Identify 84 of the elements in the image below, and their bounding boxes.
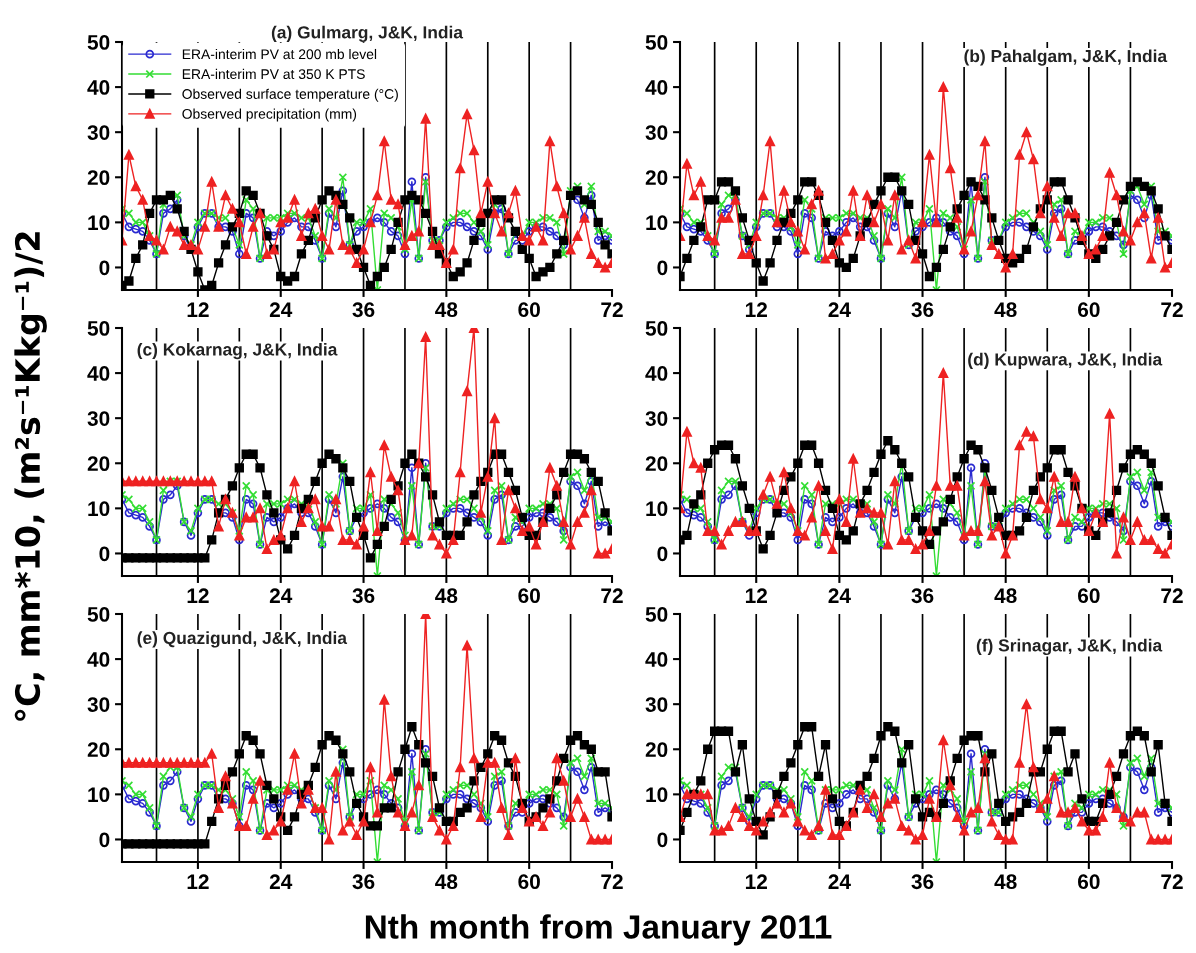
x-tick-label: 24 xyxy=(269,874,293,889)
x-tick-label: 72 xyxy=(601,302,623,317)
chart-title: (b) Pahalgam, J&K, India xyxy=(964,49,1168,66)
x-tick-label: 36 xyxy=(911,874,934,890)
x-tick-label: 60 xyxy=(518,874,540,890)
x-tick-label: 12 xyxy=(745,588,767,603)
x-tick-label: 24 xyxy=(828,874,851,889)
x-tick-label: 12 xyxy=(187,874,209,889)
y-tick-label: 0 xyxy=(99,546,110,562)
x-tick-label: 24 xyxy=(269,588,293,603)
x-tick-label: 60 xyxy=(1078,588,1100,604)
y-tick-label: 30 xyxy=(645,697,668,712)
y-tick-label: 20 xyxy=(645,170,668,186)
text: (f) Srinagar, J&K, India xyxy=(976,638,1163,656)
y-tick-label: 20 xyxy=(87,170,110,186)
y-tick-label: 40 xyxy=(645,366,668,381)
x-tick-label: 60 xyxy=(1078,302,1100,318)
x-tick-label: 48 xyxy=(435,588,458,604)
x-tick-label: 60 xyxy=(518,588,540,604)
y-axis-title: °C, mm*10, (m²s⁻¹Kkg⁻¹)/2 xyxy=(14,232,47,721)
x-tick-label: 36 xyxy=(911,302,934,318)
y-tick-label: 30 xyxy=(87,697,110,712)
y-tick-label: 0 xyxy=(99,260,110,276)
y-tick-label: 30 xyxy=(645,411,668,426)
x-tick-label: 72 xyxy=(1161,874,1183,889)
y-tick-label: 0 xyxy=(657,832,668,848)
y-tick-label: 0 xyxy=(657,546,668,562)
y-tick-label: 50 xyxy=(87,35,110,50)
x-tick-label: 72 xyxy=(1161,302,1183,317)
x-tick-label: 36 xyxy=(352,874,375,890)
x-tick-label: 12 xyxy=(187,302,209,317)
x-tick-label: 36 xyxy=(352,302,375,318)
text: (d) Kupwara, J&K, India xyxy=(968,352,1163,369)
legend-label: Observed surface temperature (°C) xyxy=(182,88,398,102)
x-tick-label: 72 xyxy=(601,588,623,603)
y-tick-label: 50 xyxy=(645,607,668,622)
y-tick-label: 0 xyxy=(99,832,110,848)
x-tick-label: 12 xyxy=(187,588,209,603)
x-tick-label: 24 xyxy=(269,302,293,317)
x-tick-label: 24 xyxy=(828,302,851,317)
x-tick-label: 48 xyxy=(994,588,1017,604)
x-tick-label: 48 xyxy=(435,874,458,890)
y-tick-label: 0 xyxy=(657,260,668,276)
legend-label: Observed precipitation (mm) xyxy=(182,108,357,122)
y-tick-label: 50 xyxy=(645,35,668,50)
x-tick-label: 48 xyxy=(435,302,458,318)
x-tick-label: 12 xyxy=(745,874,767,889)
y-tick-label: 10 xyxy=(646,215,668,231)
y-tick-label: 10 xyxy=(88,501,110,517)
y-tick-label: 10 xyxy=(646,787,668,803)
y-tick-label: 40 xyxy=(87,366,110,381)
y-tick-label: 40 xyxy=(645,80,668,95)
chart-title: (a) Gulmarg, J&K, India xyxy=(271,25,464,42)
y-tick-label: 30 xyxy=(87,125,110,140)
y-tick-label: 30 xyxy=(87,411,110,426)
y-tick-label: 40 xyxy=(645,652,668,667)
x-tick-label: 12 xyxy=(745,302,767,317)
legend-label: ERA-interim PV at 200 mb level xyxy=(182,48,377,60)
y-tick-label: 40 xyxy=(87,652,110,667)
legend-label: ERA-interim PV at 350 K PTS xyxy=(182,68,365,80)
x-tick-label: 36 xyxy=(911,588,934,604)
y-tick-label: 10 xyxy=(646,501,668,517)
y-tick-label: 50 xyxy=(645,321,668,336)
x-tick-label: 72 xyxy=(1161,588,1183,603)
y-tick-label: 50 xyxy=(87,321,110,336)
x-tick-label: 24 xyxy=(828,588,851,603)
y-tick-label: 20 xyxy=(645,742,668,758)
x-tick-label: 36 xyxy=(352,588,375,604)
y-tick-label: 20 xyxy=(87,742,110,758)
x-tick-label: 72 xyxy=(601,874,623,889)
y-tick-label: 20 xyxy=(645,456,668,472)
y-tick-label: 10 xyxy=(88,215,110,231)
x-tick-label: 48 xyxy=(994,302,1017,318)
y-tick-label: 50 xyxy=(87,607,110,622)
text: (e) Quazigund, J&K, India xyxy=(137,631,348,648)
x-tick-label: 60 xyxy=(1078,874,1100,890)
y-tick-label: 40 xyxy=(87,80,110,95)
x-tick-label: 48 xyxy=(994,874,1017,890)
y-tick-label: 20 xyxy=(87,456,110,472)
text: (c) Kokarnag, J&K, India xyxy=(137,342,338,360)
y-tick-label: 10 xyxy=(88,787,110,803)
y-tick-label: 30 xyxy=(645,125,668,140)
x-axis-title: Nth month from January 2011 xyxy=(365,914,832,946)
x-tick-label: 60 xyxy=(518,302,540,318)
